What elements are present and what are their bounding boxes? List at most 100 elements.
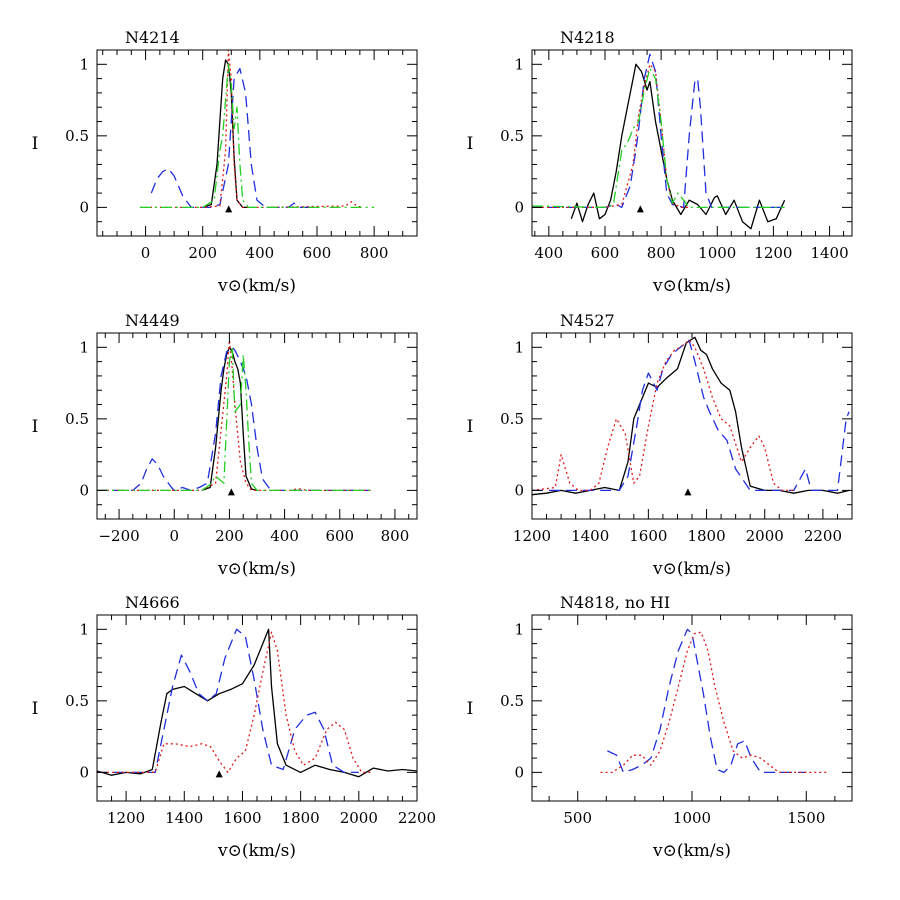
y-tick-label: 0: [514, 198, 524, 216]
x-tick-label: 800: [381, 527, 410, 545]
x-tick-label: 2000: [746, 527, 784, 545]
x-tick-label: −200: [98, 527, 139, 545]
systemic-velocity-marker: [684, 488, 692, 496]
x-tick-label: 2200: [398, 809, 436, 827]
series-blue-line: [97, 628, 359, 774]
panel-1: 0 200 400 600 800 0 0.5 1 N4214 v⊙(km/s) I: [32, 28, 418, 296]
y-tick-label: 1: [514, 338, 524, 356]
x-axis-label: v⊙(km/s): [652, 276, 731, 296]
systemic-velocity-marker: [225, 205, 233, 213]
x-tick-label: 600: [591, 244, 620, 262]
series-red-line: [139, 50, 363, 209]
y-tick-label: 0: [514, 481, 524, 499]
panel-title: N4449: [125, 311, 180, 330]
y-tick-label: 1: [79, 620, 89, 638]
x-tick-label: 1400: [571, 527, 609, 545]
series-red-line: [97, 339, 373, 492]
y-axis-label: I: [32, 134, 39, 154]
series-black-line: [97, 628, 417, 778]
x-tick-label: 1600: [629, 527, 667, 545]
series-blue-line: [532, 53, 785, 209]
panel-title: N4818, no HI: [560, 593, 670, 612]
panel-5: 1200 1400 1600 1800 2000 2200 0 0.5 1 N4666 v⊙(km/…: [32, 593, 436, 861]
x-tick-label: 1800: [687, 527, 725, 545]
series-red-line: [97, 631, 374, 774]
plot-frame: [96, 49, 418, 237]
x-axis-label: v⊙(km/s): [217, 559, 296, 579]
x-tick-label: 600: [325, 527, 354, 545]
panel-6: 500 1000 1500 0 0.5 1 N4818, no HI v⊙(km/s) I: [467, 593, 853, 861]
panel-title: N4666: [125, 593, 180, 612]
panel-2: 400 600 800 1000 1200 1400 0 0.5 1 N4218 v⊙(km/s) I: [467, 28, 853, 296]
x-axis-label: v⊙(km/s): [217, 841, 296, 861]
panel-4: 1200 1400 1600 1800 2000 2200 0 0.5 1 N4527 v⊙(km/…: [467, 311, 853, 579]
y-tick-label: 0.5: [500, 692, 524, 710]
x-tick-label: 1200: [107, 809, 145, 827]
x-tick-label: 800: [647, 244, 676, 262]
x-tick-label: 200: [188, 244, 217, 262]
systemic-velocity-marker: [636, 205, 644, 213]
x-tick-label: 1200: [754, 244, 792, 262]
plot-frame: [96, 332, 418, 520]
y-tick-label: 0.5: [65, 692, 89, 710]
systemic-velocity-marker: [227, 488, 235, 496]
panel-title: N4218: [560, 28, 615, 47]
y-axis-label: I: [32, 699, 39, 719]
x-axis-label: v⊙(km/s): [217, 276, 296, 296]
y-tick-label: 0.5: [500, 127, 524, 145]
x-tick-label: 0: [169, 527, 179, 545]
panel-title: N4527: [560, 311, 615, 330]
series-green-line: [139, 63, 375, 209]
x-tick-label: 600: [303, 244, 332, 262]
plot-frame: [531, 614, 853, 802]
series-blue-line: [532, 339, 850, 492]
y-axis-label: I: [467, 134, 474, 154]
x-tick-label: 1000: [698, 244, 736, 262]
y-tick-label: 0.5: [65, 410, 89, 428]
y-tick-label: 1: [79, 55, 89, 73]
systemic-velocity-marker: [215, 770, 223, 778]
series-red-line: [600, 631, 830, 774]
x-tick-label: 2200: [804, 527, 842, 545]
series-green-line: [97, 346, 373, 492]
series-blue-line: [607, 628, 807, 774]
series-black-line: [202, 59, 249, 209]
panel-title: N4214: [125, 28, 180, 47]
y-tick-label: 0: [79, 198, 89, 216]
y-axis-label: I: [32, 417, 39, 437]
x-tick-label: 1800: [282, 809, 320, 827]
x-tick-label: 200: [215, 527, 244, 545]
x-tick-label: 1400: [165, 809, 203, 827]
panel-3: −200 0 200 400 600 800 0 0.5 1 N4449 v⊙(km/s) I: [32, 311, 418, 579]
y-tick-label: 0.5: [500, 410, 524, 428]
series-black-line: [570, 63, 786, 230]
x-tick-label: 400: [246, 244, 275, 262]
x-tick-label: 2000: [340, 809, 378, 827]
y-tick-label: 0: [79, 763, 89, 781]
x-tick-label: 1400: [810, 244, 848, 262]
series-blue-line: [97, 346, 373, 492]
series-black-line: [532, 336, 850, 496]
x-tick-label: 800: [360, 244, 389, 262]
series-blue-line: [150, 67, 317, 209]
x-tick-label: 1600: [223, 809, 261, 827]
y-axis-label: I: [467, 699, 474, 719]
y-tick-label: 0: [514, 763, 524, 781]
series-green-line: [532, 67, 785, 209]
x-tick-label: 500: [563, 809, 592, 827]
x-tick-label: 1000: [673, 809, 711, 827]
x-axis-label: v⊙(km/s): [652, 559, 731, 579]
series-red-line: [532, 339, 794, 492]
y-tick-label: 1: [514, 55, 524, 73]
x-tick-label: 400: [535, 244, 564, 262]
x-tick-label: 0: [141, 244, 151, 262]
x-axis-label: v⊙(km/s): [652, 841, 731, 861]
plot-frame: [531, 49, 853, 237]
x-tick-label: 400: [270, 527, 299, 545]
y-tick-label: 0.5: [65, 127, 89, 145]
y-tick-label: 1: [79, 338, 89, 356]
x-tick-label: 1200: [513, 527, 551, 545]
plot-frame: [96, 614, 418, 802]
y-axis-label: I: [467, 417, 474, 437]
